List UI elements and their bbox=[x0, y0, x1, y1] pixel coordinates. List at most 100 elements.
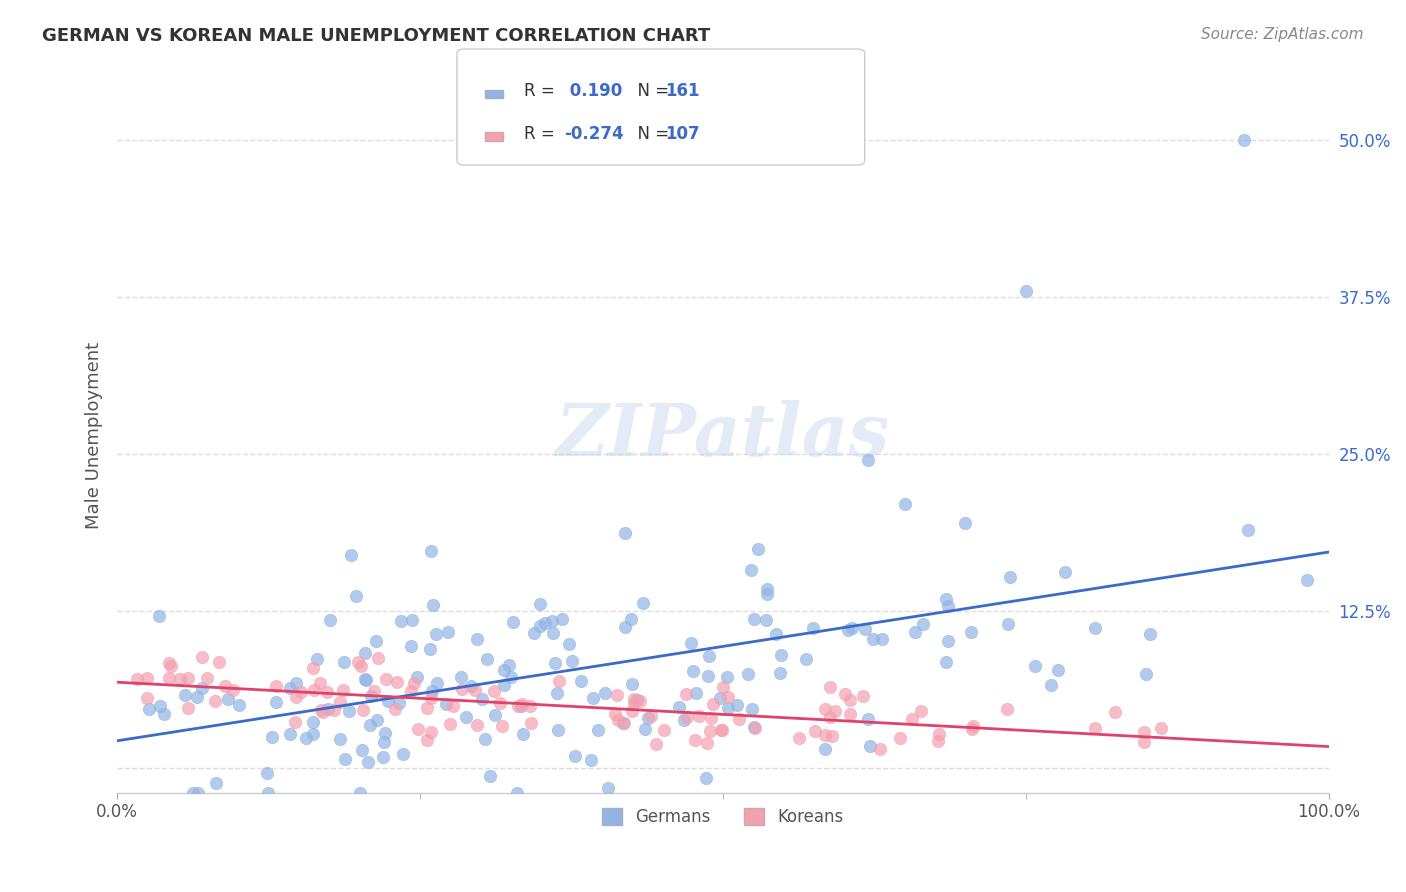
Point bbox=[177, 671, 200, 685]
Point bbox=[901, 712, 924, 726]
Point bbox=[904, 625, 927, 640]
Point bbox=[302, 714, 325, 729]
Point bbox=[474, 731, 496, 746]
Point bbox=[685, 685, 707, 699]
Point bbox=[488, 696, 510, 710]
Point bbox=[460, 679, 482, 693]
Point bbox=[350, 658, 373, 673]
Point bbox=[710, 723, 733, 738]
Point bbox=[392, 747, 415, 762]
Point bbox=[1133, 724, 1156, 739]
Point bbox=[620, 677, 643, 691]
Point bbox=[416, 732, 439, 747]
Point bbox=[803, 621, 825, 635]
Point bbox=[506, 698, 529, 713]
Point bbox=[302, 727, 325, 741]
Point bbox=[711, 680, 734, 694]
Point bbox=[340, 548, 363, 562]
Point bbox=[787, 731, 810, 745]
Point bbox=[927, 734, 949, 748]
Point bbox=[401, 613, 423, 627]
Point bbox=[529, 619, 551, 633]
Point bbox=[564, 749, 586, 764]
Point bbox=[450, 670, 472, 684]
Point bbox=[1150, 722, 1173, 736]
Point bbox=[741, 701, 763, 715]
Point bbox=[322, 703, 344, 717]
Point bbox=[814, 702, 837, 716]
Point bbox=[676, 710, 699, 724]
Point bbox=[935, 591, 957, 606]
Point bbox=[893, 497, 915, 511]
Point bbox=[606, 689, 628, 703]
Point bbox=[333, 751, 356, 765]
Text: R =: R = bbox=[524, 82, 561, 100]
Point bbox=[1135, 666, 1157, 681]
Point bbox=[997, 616, 1019, 631]
Point bbox=[136, 691, 159, 706]
Point bbox=[329, 731, 352, 746]
Point bbox=[337, 705, 360, 719]
Point bbox=[465, 632, 488, 646]
Point bbox=[422, 598, 444, 612]
Point bbox=[377, 694, 399, 708]
Point bbox=[285, 676, 308, 690]
Point bbox=[278, 681, 301, 695]
Point bbox=[683, 732, 706, 747]
Point bbox=[316, 684, 339, 698]
Point bbox=[529, 597, 551, 611]
Point bbox=[644, 738, 666, 752]
Point bbox=[626, 693, 648, 707]
Point bbox=[621, 704, 644, 718]
Point bbox=[420, 683, 443, 698]
Point bbox=[697, 668, 720, 682]
Point bbox=[911, 617, 934, 632]
Point bbox=[613, 620, 636, 634]
Point bbox=[501, 670, 523, 684]
Point bbox=[1015, 284, 1038, 298]
Point bbox=[374, 726, 396, 740]
Point bbox=[546, 686, 568, 700]
Point bbox=[834, 686, 856, 700]
Point bbox=[419, 641, 441, 656]
Point bbox=[506, 786, 529, 800]
Point bbox=[818, 710, 841, 724]
Text: 161: 161 bbox=[665, 82, 700, 100]
Point bbox=[613, 716, 636, 731]
Text: ZIPatlas: ZIPatlas bbox=[555, 400, 890, 471]
Point bbox=[856, 712, 879, 726]
Point bbox=[818, 680, 841, 694]
Point bbox=[612, 716, 634, 731]
Point bbox=[316, 702, 339, 716]
Point bbox=[329, 695, 352, 709]
Point bbox=[399, 639, 422, 653]
Point bbox=[307, 651, 329, 665]
Point bbox=[204, 776, 226, 790]
Point bbox=[756, 582, 779, 596]
Point bbox=[688, 709, 710, 723]
Point bbox=[344, 589, 367, 603]
Point bbox=[399, 684, 422, 698]
Point bbox=[264, 680, 287, 694]
Point bbox=[837, 623, 859, 637]
Point bbox=[1084, 721, 1107, 735]
Point bbox=[740, 563, 762, 577]
Point bbox=[1047, 663, 1070, 677]
Point bbox=[737, 667, 759, 681]
Point bbox=[264, 695, 287, 709]
Point bbox=[169, 672, 191, 686]
Point bbox=[512, 727, 534, 741]
Point bbox=[482, 683, 505, 698]
Point bbox=[309, 703, 332, 717]
Text: R =: R = bbox=[524, 125, 561, 143]
Point bbox=[195, 671, 218, 685]
Point bbox=[138, 702, 160, 716]
Point bbox=[290, 684, 312, 698]
Point bbox=[711, 723, 734, 737]
Point bbox=[419, 725, 441, 739]
Point bbox=[359, 717, 381, 731]
Point bbox=[1139, 626, 1161, 640]
Point bbox=[153, 706, 176, 721]
Point bbox=[814, 728, 837, 742]
Text: N =: N = bbox=[627, 125, 675, 143]
